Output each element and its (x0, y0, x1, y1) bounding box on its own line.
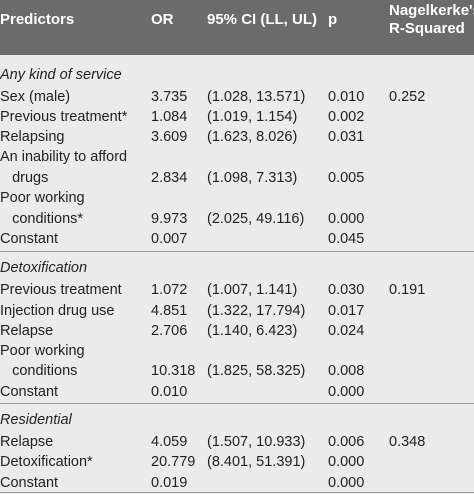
cell-or: 1.072 (151, 282, 188, 298)
cell-p: 0.000 (328, 475, 365, 491)
cell-or: 1.084 (151, 109, 188, 125)
table-row: conditions* 9.973 (2.025, 49.116) 0.000 (0, 209, 474, 229)
table-row: Poor working (0, 188, 474, 208)
cell-or: 3.609 (151, 129, 188, 145)
cell-or: 0.010 (151, 384, 188, 400)
cell-or: 20.779 (151, 454, 196, 470)
cell-predictor: Constant (0, 231, 59, 247)
cell-ci: (1.140, 6.423) (207, 323, 298, 339)
table-row: Relapsing 3.609 (1.623, 8.026) 0.031 (0, 127, 474, 147)
cell-p: 0.010 (328, 89, 365, 105)
cell-p: 0.000 (328, 454, 365, 470)
header-p: p (328, 11, 338, 28)
cell-or: 4.059 (151, 434, 188, 450)
cell-ci: (1.825, 58.325) (207, 363, 306, 379)
cell-p: 0.017 (328, 303, 365, 319)
cell-or: 3.735 (151, 89, 188, 105)
header-ci: 95% CI (LL, UL) (207, 11, 318, 28)
table-row: drugs 2.834 (1.098, 7.313) 0.005 (0, 168, 474, 188)
cell-predictor: Constant (0, 384, 59, 400)
cell-r2: 0.191 (389, 282, 426, 298)
cell-predictor: conditions* (0, 211, 84, 227)
cell-r2: 0.252 (389, 89, 426, 105)
cell-p: 0.008 (328, 363, 365, 379)
cell-r2: 0.348 (389, 434, 426, 450)
section-divider (0, 492, 474, 493)
cell-predictor: Detoxification* (0, 454, 93, 470)
cell-ci: (1.507, 10.933) (207, 434, 306, 450)
cell-predictor: Previous treatment* (0, 109, 128, 125)
cell-p: 0.000 (328, 384, 365, 400)
table-row: conditions 10.318 (1.825, 58.325) 0.008 (0, 361, 474, 381)
cell-p: 0.006 (328, 434, 365, 450)
cell-p: 0.005 (328, 170, 365, 186)
table-row: Previous treatment* 1.084 (1.019, 1.154) 0.… (0, 107, 474, 127)
table-row: An inability to afford (0, 147, 474, 167)
cell-predictor: Relapse (0, 323, 54, 339)
cell-or: 0.019 (151, 475, 188, 491)
table-row: Sex (male) 3.735 (1.028, 13.571) 0.010 0.252 (0, 87, 474, 107)
header-r-squared-line2: R-Squared (389, 20, 465, 37)
cell-ci: (2.025, 49.116) (207, 211, 305, 227)
cell-predictor: Sex (male) (0, 89, 71, 105)
cell-predictor: An inability to afford (0, 149, 128, 165)
cell-ci: (1.007, 1.141) (207, 282, 298, 298)
table-row: Detoxification* 20.779 (8.401, 51.391) 0.00… (0, 452, 474, 472)
cell-p: 0.031 (328, 129, 365, 145)
section-label: Any kind of service (0, 67, 122, 83)
cell-ci: (1.019, 1.154) (207, 109, 298, 125)
table-row: Constant 0.019 0.000 (0, 473, 474, 493)
cell-or: 4.851 (151, 303, 188, 319)
table-row: Constant 0.007 0.045 (0, 229, 474, 249)
cell-predictor: Poor working (0, 343, 85, 359)
table-row: Previous treatment 1.072 (1.007, 1.141) 0.0… (0, 280, 474, 300)
section-divider (0, 403, 474, 404)
header-or: OR (151, 11, 174, 28)
table-row: Injection drug use 4.851 (1.322, 17.794) 0.… (0, 301, 474, 321)
cell-ci: (1.028, 13.571) (207, 89, 306, 105)
table-header: Predictors OR 95% CI (LL, UL) p Nagelker… (0, 0, 474, 55)
section-row: Residential (0, 410, 474, 430)
table-body: Any kind of service Sex (male) 3.735 (1.028… (0, 55, 474, 494)
cell-or: 2.834 (151, 170, 188, 186)
table-row: Relapse 4.059 (1.507, 10.933) 0.006 0.348 (0, 432, 474, 452)
header-r-squared-line1: Nagelkerke's (389, 2, 474, 19)
table-row: Constant 0.010 0.000 (0, 382, 474, 402)
cell-ci: (8.401, 51.391) (207, 454, 306, 470)
cell-p: 0.030 (328, 282, 365, 298)
section-label: Detoxification (0, 260, 88, 276)
cell-p: 0.045 (328, 231, 365, 247)
cell-predictor: Injection drug use (0, 303, 115, 319)
cell-predictor: conditions (0, 363, 78, 379)
cell-predictor: Previous treatment (0, 282, 122, 298)
cell-predictor: Relapsing (0, 129, 65, 145)
cell-ci: (1.098, 7.313) (207, 170, 298, 186)
cell-predictor: Constant (0, 475, 59, 491)
table-row: Poor working (0, 341, 474, 361)
cell-ci: (1.322, 17.794) (207, 303, 306, 319)
cell-predictor: Relapse (0, 434, 54, 450)
table-row: Relapse 2.706 (1.140, 6.423) 0.024 (0, 321, 474, 341)
section-row: Detoxification (0, 258, 474, 278)
cell-predictor: Poor working (0, 190, 85, 206)
cell-or: 9.973 (151, 211, 188, 227)
cell-ci: (1.623, 8.026) (207, 129, 298, 145)
cell-p: 0.000 (328, 211, 365, 227)
cell-or: 10.318 (151, 363, 196, 379)
section-divider (0, 251, 474, 252)
cell-p: 0.002 (328, 109, 365, 125)
cell-predictor: drugs (0, 170, 49, 186)
cell-p: 0.024 (328, 323, 365, 339)
cell-or: 2.706 (151, 323, 188, 339)
header-r-squared: Nagelkerke's R-Squared (389, 2, 474, 38)
section-label: Residential (0, 412, 72, 428)
header-predictors: Predictors (0, 11, 75, 28)
section-row: Any kind of service (0, 65, 474, 85)
cell-or: 0.007 (151, 231, 188, 247)
